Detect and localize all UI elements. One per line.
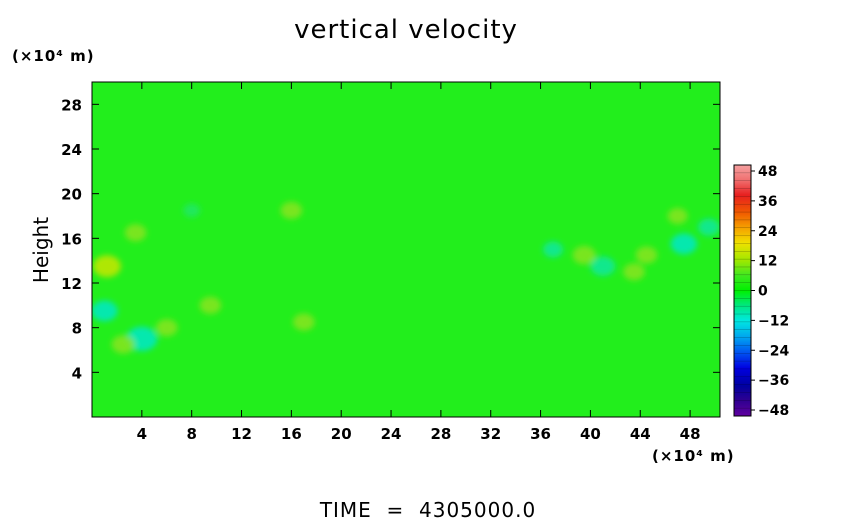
x-tick-label: 48 bbox=[680, 425, 701, 443]
y-tick-label: 4 bbox=[72, 364, 82, 382]
x-tick-label: 24 bbox=[381, 425, 402, 443]
field-anomaly bbox=[155, 319, 178, 337]
x-tick-label: 4 bbox=[137, 425, 147, 443]
field-anomaly bbox=[572, 245, 596, 265]
colorbar-bands bbox=[734, 172, 751, 409]
field-anomaly bbox=[183, 203, 201, 218]
x-tick-label: 8 bbox=[186, 425, 196, 443]
field-anomaly bbox=[124, 224, 147, 242]
field-anomaly bbox=[667, 208, 688, 224]
x-tick-label: 32 bbox=[480, 425, 501, 443]
x-tick-label: 40 bbox=[580, 425, 601, 443]
colorbar-tick-label: 36 bbox=[758, 194, 777, 210]
colorbar-gradient bbox=[734, 165, 751, 416]
field-anomaly bbox=[543, 241, 564, 258]
y-tick-label: 24 bbox=[61, 141, 82, 159]
x-tick-label: 16 bbox=[281, 425, 302, 443]
field-background bbox=[92, 82, 720, 417]
plot-frame bbox=[91, 81, 721, 418]
field-anomaly bbox=[293, 313, 315, 331]
y-axis-label: Height bbox=[29, 217, 53, 283]
y-tick-label: 20 bbox=[61, 186, 82, 204]
time-label: TIME = 4305000.0 bbox=[319, 498, 536, 519]
field-anomaly bbox=[280, 201, 303, 220]
field-anomaly bbox=[670, 233, 698, 255]
x-axis: 4 8 12 16 20 24 28 32 36 40 44 48 bbox=[137, 82, 701, 443]
colorbar-tick-label: 48 bbox=[758, 164, 777, 180]
field-anomaly bbox=[199, 296, 222, 314]
x-tick-label: 36 bbox=[530, 425, 551, 443]
colorbar-tick-label: −36 bbox=[758, 373, 789, 389]
y-tick-label: 12 bbox=[61, 275, 82, 293]
field-anomaly bbox=[590, 256, 616, 277]
colorbar: 48 36 24 12 0 −12 −24 −36 −48 bbox=[733, 164, 789, 419]
colorbar-tick-label: −24 bbox=[758, 343, 789, 359]
field-anomaly bbox=[697, 218, 720, 236]
field-anomaly bbox=[92, 255, 121, 278]
y-axis: 4 8 12 16 20 24 28 bbox=[61, 96, 720, 382]
colorbar-tick-label: 0 bbox=[758, 284, 768, 300]
y-tick-label: 28 bbox=[61, 96, 82, 114]
field-anomaly bbox=[111, 335, 135, 354]
y-axis-unit: (×10⁴ m) bbox=[12, 47, 95, 65]
field-anomaly bbox=[623, 263, 645, 281]
x-tick-label: 20 bbox=[331, 425, 352, 443]
colorbar-tick-label: 24 bbox=[758, 224, 778, 240]
colorbar-tick-label: 12 bbox=[758, 254, 777, 270]
x-tick-label: 28 bbox=[430, 425, 451, 443]
plot-area bbox=[91, 81, 721, 418]
x-axis-unit: (×10⁴ m) bbox=[652, 447, 735, 465]
y-tick-label: 8 bbox=[72, 320, 82, 338]
chart-title: vertical velocity bbox=[294, 15, 518, 45]
y-tick-label: 16 bbox=[61, 230, 82, 248]
field-anomaly bbox=[635, 246, 658, 264]
x-tick-label: 44 bbox=[630, 425, 651, 443]
colorbar-tick-label: −48 bbox=[758, 403, 789, 419]
x-tick-label: 12 bbox=[231, 425, 252, 443]
colorbar-ticks: 48 36 24 12 0 −12 −24 −36 −48 bbox=[751, 164, 789, 419]
field-anomalies bbox=[92, 201, 720, 354]
colorbar-tick-label: −12 bbox=[758, 313, 789, 329]
field-anomaly bbox=[92, 300, 118, 322]
